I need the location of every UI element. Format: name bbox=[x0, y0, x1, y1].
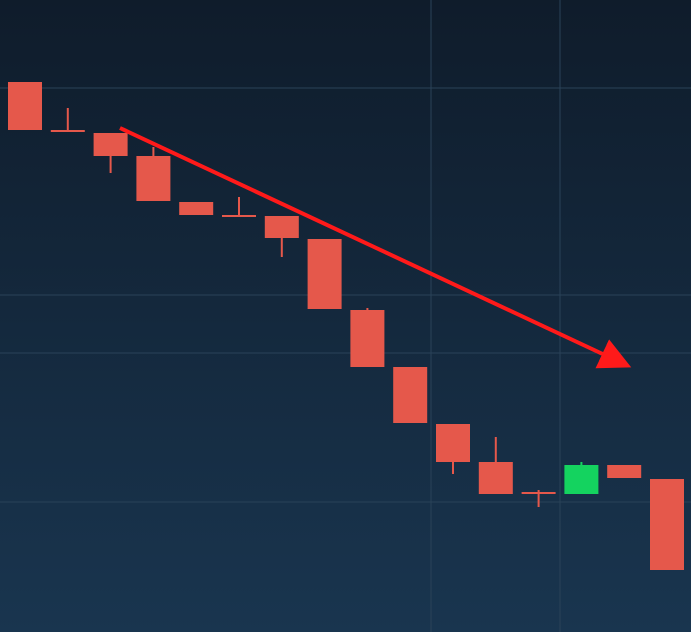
candle-body bbox=[136, 156, 171, 201]
candle-body bbox=[393, 367, 428, 423]
candle-body bbox=[650, 479, 684, 570]
candle-body bbox=[521, 492, 556, 494]
candle-body bbox=[50, 130, 85, 132]
candle-body bbox=[222, 215, 256, 217]
candle-body bbox=[8, 82, 42, 130]
trend-arrow bbox=[119, 126, 632, 369]
candle-body bbox=[264, 216, 299, 238]
candle-body bbox=[93, 133, 128, 156]
candle-body bbox=[436, 424, 470, 462]
candle-body bbox=[307, 239, 342, 309]
candle-body bbox=[179, 202, 214, 215]
candle-body bbox=[607, 465, 642, 478]
candle-body bbox=[478, 462, 513, 494]
candles bbox=[8, 82, 684, 570]
candle-body bbox=[564, 465, 599, 494]
candle-body bbox=[350, 310, 385, 367]
